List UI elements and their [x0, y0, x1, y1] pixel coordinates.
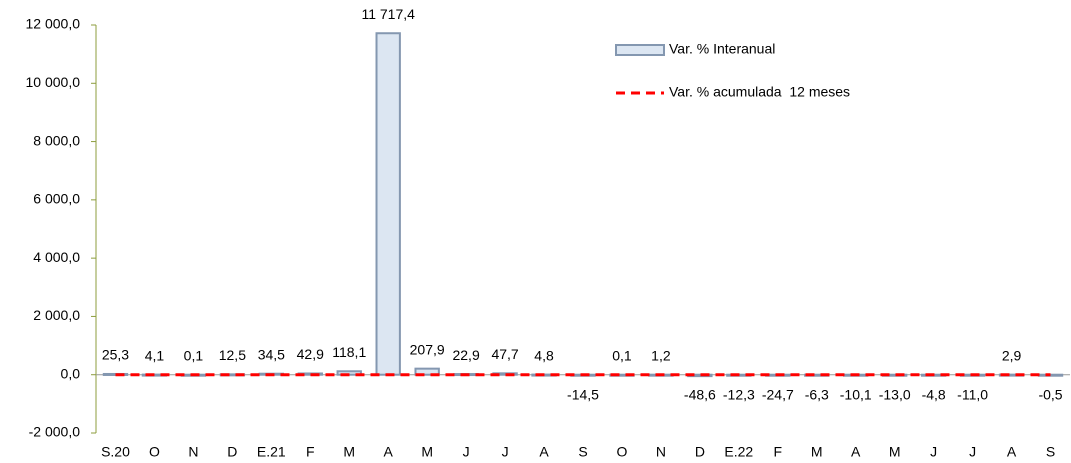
x-tick-label: S	[1046, 444, 1055, 460]
data-label: 4,8	[534, 347, 554, 363]
data-label: -10,1	[840, 387, 872, 403]
data-label: 118,1	[332, 344, 366, 360]
x-tick-label: S.20	[101, 444, 130, 460]
x-tick-label: D	[227, 444, 237, 460]
x-tick-label: N	[188, 444, 198, 460]
data-label: 11 717,4	[361, 6, 415, 22]
data-label: 1,2	[651, 347, 671, 363]
data-label: 12,5	[219, 347, 246, 363]
x-tick-label: J	[463, 444, 470, 460]
data-label: -6,3	[805, 387, 829, 403]
y-tick-label: 2 000,0	[33, 307, 80, 323]
bar	[414, 367, 440, 376]
x-tick-label: A	[539, 444, 549, 460]
data-label: -48,6	[684, 387, 716, 403]
x-tick-label: F	[306, 444, 315, 460]
legend-label: Var. % acumulada 12 meses	[669, 84, 850, 100]
y-tick-label: 10 000,0	[26, 74, 81, 90]
x-tick-label: J	[502, 444, 509, 460]
x-tick-label: D	[695, 444, 705, 460]
y-tick-label: -2 000,0	[29, 424, 81, 440]
x-tick-label: M	[811, 444, 823, 460]
x-tick-label: O	[149, 444, 160, 460]
y-tick-label: 6 000,0	[33, 191, 80, 207]
legend-label: Var. % Interanual	[669, 41, 775, 57]
data-label: 42,9	[297, 346, 324, 362]
y-tick-label: 4 000,0	[33, 249, 80, 265]
data-label: -13,0	[879, 387, 911, 403]
data-label: -4,8	[922, 387, 946, 403]
x-tick-label: M	[889, 444, 901, 460]
x-tick-label: M	[421, 444, 433, 460]
data-label: -0,5	[1038, 387, 1062, 403]
data-label: 4,1	[145, 347, 165, 363]
data-label: 22,9	[452, 347, 479, 363]
y-tick-label: 8 000,0	[33, 132, 80, 148]
x-tick-label: A	[384, 444, 394, 460]
x-tick-label: A	[1007, 444, 1017, 460]
x-tick-label: F	[774, 444, 783, 460]
bar	[375, 32, 401, 376]
x-tick-label: N	[656, 444, 666, 460]
data-label: 207,9	[410, 341, 445, 357]
x-tick-label: O	[617, 444, 628, 460]
x-tick-label: J	[969, 444, 976, 460]
data-label: -12,3	[723, 387, 755, 403]
x-tick-label: E.21	[257, 444, 286, 460]
y-tick-label: 0,0	[61, 365, 81, 381]
legend-swatch	[615, 44, 665, 56]
data-label: -24,7	[762, 387, 794, 403]
bar	[102, 372, 129, 376]
data-label: 34,5	[258, 346, 285, 362]
data-label: 0,1	[184, 347, 204, 363]
x-tick-label: A	[851, 444, 861, 460]
x-tick-label: J	[930, 444, 937, 460]
x-tick-label: M	[343, 444, 355, 460]
data-label: 0,1	[612, 347, 632, 363]
x-tick-label: S	[578, 444, 587, 460]
data-label: 2,9	[1002, 347, 1022, 363]
data-label: -11,0	[957, 387, 988, 403]
data-label: 25,3	[102, 347, 129, 363]
data-label: -14,5	[567, 387, 599, 403]
data-label: 47,7	[491, 346, 518, 362]
x-tick-label: E.22	[724, 444, 753, 460]
y-tick-label: 12 000,0	[26, 16, 81, 32]
